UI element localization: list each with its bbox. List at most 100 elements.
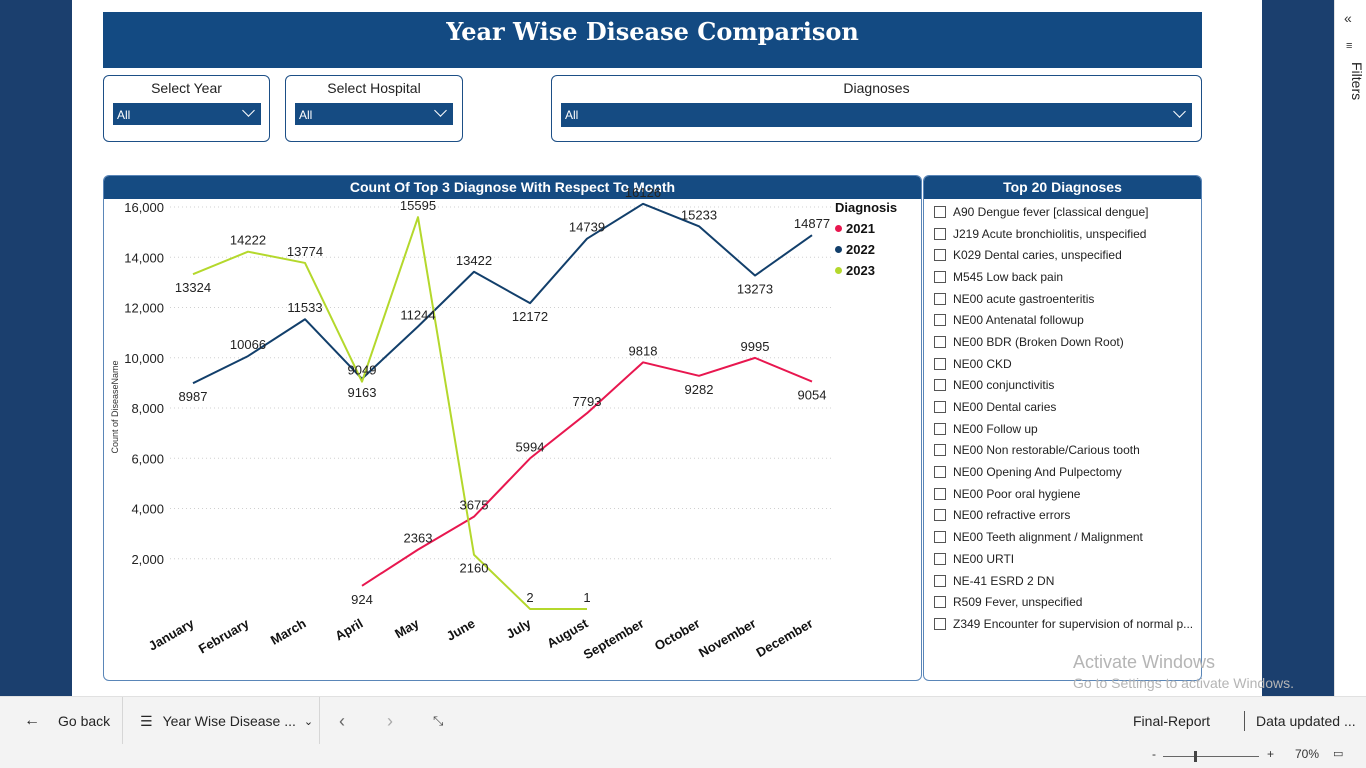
previous-page-button[interactable]: ‹ [339, 710, 345, 731]
checkbox[interactable] [934, 422, 946, 435]
legend-item-2023[interactable]: 2023 [835, 263, 897, 278]
checkbox[interactable] [934, 357, 946, 370]
checkbox[interactable] [934, 227, 946, 240]
watermark-line1: Activate Windows [1073, 652, 1216, 672]
zoom-level: 70% [1295, 747, 1320, 761]
diagnosis-item[interactable]: NE00 Antenatal followup [934, 309, 1198, 331]
filters-pane-label[interactable]: Filters [1349, 62, 1365, 101]
status-bar [0, 744, 1366, 768]
diagnosis-label: K029 Dental caries, unspecified [953, 248, 1122, 263]
diagnosis-label: NE00 Follow up [953, 421, 1038, 436]
diagnosis-item[interactable]: NE00 Non restorable/Carious tooth [934, 440, 1198, 462]
checkbox[interactable] [934, 574, 946, 587]
diagnosis-item[interactable]: NE00 BDR (Broken Down Root) [934, 331, 1198, 353]
diagnosis-label: NE00 Poor oral hygiene [953, 486, 1081, 501]
go-back-button[interactable]: ← Go back [24, 697, 110, 745]
legend-item-2022[interactable]: 2022 [835, 242, 897, 257]
checkbox[interactable] [934, 552, 946, 565]
diagnosis-label: NE00 CKD [953, 356, 1012, 371]
collapse-filters-icon[interactable]: « [1344, 10, 1352, 26]
diagnosis-item[interactable]: A90 Dengue fever [classical dengue] [934, 201, 1198, 223]
diagnosis-item[interactable]: M545 Low back pain [934, 266, 1198, 288]
diagnosis-item[interactable]: J219 Acute bronchiolitis, unspecified [934, 223, 1198, 245]
diagnosis-item[interactable]: NE00 Poor oral hygiene [934, 483, 1198, 505]
diagnoses-dropdown[interactable]: All [561, 103, 1192, 127]
diagnosis-label: NE00 Opening And Pulpectomy [953, 465, 1122, 480]
diagnosis-item[interactable]: NE00 CKD [934, 353, 1198, 375]
next-page-button[interactable]: › [387, 710, 393, 731]
diagnosis-label: NE00 refractive errors [953, 508, 1071, 523]
diagnosis-item[interactable]: NE00 refractive errors [934, 505, 1198, 527]
checkbox[interactable] [934, 379, 946, 392]
checkbox[interactable] [934, 249, 946, 262]
year-slicer-label: Select Year [151, 80, 222, 96]
divider [122, 697, 123, 745]
diagnosis-item[interactable]: R509 Fever, unspecified [934, 591, 1198, 613]
report-background-left [0, 0, 72, 696]
checkbox[interactable] [934, 444, 946, 457]
zoom-slider[interactable] [1163, 756, 1259, 757]
zoom-out-button[interactable]: - [1152, 747, 1156, 761]
legend-dot-icon [835, 225, 842, 232]
fit-to-page-icon[interactable]: ▭ [1333, 748, 1344, 760]
diagnosis-label: R509 Fever, unspecified [953, 595, 1083, 610]
checkbox[interactable] [934, 596, 946, 609]
list-icon: ☰ [140, 712, 153, 729]
collapse-view-icon[interactable]: ⤡ [433, 713, 444, 728]
zoom-in-button[interactable]: + [1267, 747, 1275, 761]
hospital-dropdown[interactable]: All [295, 103, 453, 125]
diagnoses-slicer: Diagnoses All [551, 75, 1202, 142]
checkbox[interactable] [934, 617, 946, 630]
chevron-down-icon [1173, 105, 1186, 118]
page-name: Year Wise Disease ... [162, 713, 296, 729]
checkbox[interactable] [934, 270, 946, 283]
top20-list: A90 Dengue fever [classical dengue] J219 … [934, 201, 1198, 635]
diagnosis-label: Z349 Encounter for supervision of normal… [953, 616, 1194, 631]
go-back-label: Go back [58, 713, 111, 729]
diagnosis-item[interactable]: NE00 URTI [934, 548, 1198, 570]
legend-label: 2023 [846, 263, 875, 278]
checkbox[interactable] [934, 466, 946, 479]
hospital-slicer: Select Hospital All [285, 75, 463, 142]
diagnosis-label: NE00 conjunctivitis [953, 378, 1055, 393]
checkbox[interactable] [934, 205, 946, 218]
diagnosis-item[interactable]: NE-41 ESRD 2 DN [934, 570, 1198, 592]
year-dropdown[interactable]: All [113, 103, 261, 125]
chevron-down-icon [242, 104, 255, 117]
activate-windows-watermark: Activate Windows Go to Settings to activ… [1073, 652, 1294, 691]
legend-item-2021[interactable]: 2021 [835, 221, 897, 236]
checkbox[interactable] [934, 401, 946, 414]
checkbox[interactable] [934, 531, 946, 544]
legend-label: 2022 [846, 242, 875, 257]
data-updated-status[interactable]: Data updated ... [1256, 713, 1356, 729]
diagnosis-item[interactable]: Z349 Encounter for supervision of normal… [934, 613, 1198, 635]
filters-pane[interactable]: « ≡ Filters [1334, 0, 1366, 696]
filter-funnel-icon: ≡ [1346, 40, 1353, 52]
diagnosis-label: NE00 URTI [953, 551, 1015, 566]
diagnosis-item[interactable]: NE00 Teeth alignment / Malignment [934, 526, 1198, 548]
diagnosis-item[interactable]: NE00 conjunctivitis [934, 375, 1198, 397]
diagnosis-item[interactable]: NE00 Dental caries [934, 396, 1198, 418]
chart-panel: Count Of Top 3 Diagnose With Respect To … [103, 175, 922, 681]
checkbox[interactable] [934, 314, 946, 327]
chevron-down-icon: ⌄ [303, 715, 314, 728]
diagnosis-label: M545 Low back pain [953, 269, 1064, 284]
zoom-slider-thumb[interactable] [1194, 751, 1197, 762]
chart-title: Count Of Top 3 Diagnose With Respect To … [104, 176, 921, 199]
checkbox[interactable] [934, 292, 946, 305]
year-dropdown-value: All [117, 108, 131, 122]
divider [319, 697, 320, 745]
checkbox[interactable] [934, 487, 946, 500]
diagnosis-item[interactable]: NE00 Follow up [934, 418, 1198, 440]
diagnosis-item[interactable]: NE00 acute gastroenteritis [934, 288, 1198, 310]
diagnosis-label: NE00 Teeth alignment / Malignment [953, 530, 1143, 545]
diagnosis-item[interactable]: NE00 Opening And Pulpectomy [934, 461, 1198, 483]
legend-label: 2021 [846, 221, 875, 236]
diagnosis-item[interactable]: K029 Dental caries, unspecified [934, 244, 1198, 266]
year-slicer: Select Year All [103, 75, 270, 142]
chart-legend: Diagnosis 2021 2022 2023 [835, 200, 897, 278]
checkbox[interactable] [934, 509, 946, 522]
page-selector[interactable]: ☰ Year Wise Disease ... ⌄ [140, 697, 313, 745]
checkbox[interactable] [934, 335, 946, 348]
report-name: Final-Report [1133, 713, 1211, 729]
